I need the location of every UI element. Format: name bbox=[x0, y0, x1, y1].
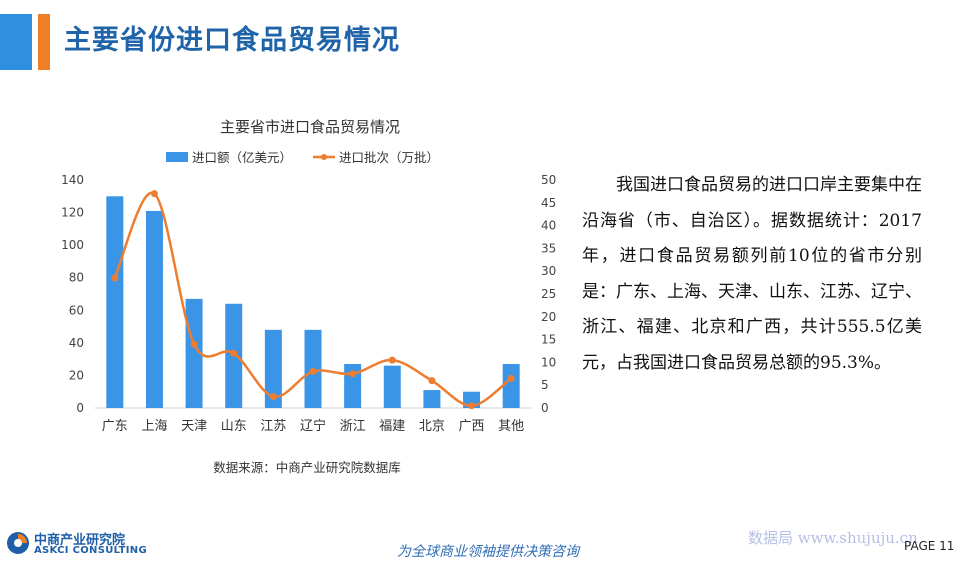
line-point bbox=[468, 402, 476, 410]
page-title: 主要省份进口食品贸易情况 bbox=[64, 25, 400, 56]
y-right-tick-label: 25 bbox=[541, 287, 556, 301]
logo-text-en: ASKCI CONSULTING bbox=[34, 545, 147, 556]
title-accent-orange bbox=[38, 14, 50, 70]
watermark: 数据局 www.shujuju.cn bbox=[748, 529, 918, 547]
title-accent-blue bbox=[0, 14, 32, 70]
x-tick-label: 天津 bbox=[181, 419, 207, 434]
y-left-tick-label: 120 bbox=[61, 206, 84, 220]
line-point bbox=[428, 377, 436, 385]
bar bbox=[502, 364, 520, 408]
x-tick-label: 山东 bbox=[221, 419, 247, 434]
source-note: 数据来源：中商产业研究院数据库 bbox=[213, 460, 401, 475]
line-point bbox=[349, 370, 357, 378]
line-point bbox=[388, 356, 396, 364]
x-tick-label: 其他 bbox=[498, 419, 524, 434]
y-left-tick-label: 20 bbox=[69, 368, 84, 382]
chart-title: 主要省市进口食品贸易情况 bbox=[220, 118, 400, 136]
legend-bar-swatch bbox=[166, 152, 188, 162]
y-right-tick-label: 30 bbox=[541, 264, 556, 278]
y-right-tick-label: 0 bbox=[541, 401, 549, 415]
x-tick-label: 北京 bbox=[419, 419, 445, 434]
y-left-tick-label: 60 bbox=[69, 303, 84, 317]
x-tick-label: 江苏 bbox=[260, 418, 286, 434]
y-right-tick-label: 20 bbox=[541, 310, 556, 324]
line-point bbox=[190, 340, 198, 348]
line-point bbox=[507, 374, 515, 382]
chart-legend: 进口额（亿美元） 进口批次（万批） bbox=[166, 150, 439, 165]
x-tick-label: 广西 bbox=[459, 419, 485, 434]
line-series bbox=[111, 190, 515, 410]
summary-paragraph: 我国进口食品贸易的进口口岸主要集中在沿海省（市、自治区）。据数据统计：2017年… bbox=[582, 175, 922, 373]
y-right-tick-label: 15 bbox=[541, 333, 556, 347]
logo-text-cn: 中商产业研究院 bbox=[34, 533, 126, 548]
line-point bbox=[150, 190, 158, 198]
x-axis-labels: 广东 上海 天津 山东 江苏 辽宁 浙江 福建 北京 广西 其他 bbox=[102, 418, 524, 434]
y-right-tick-label: 10 bbox=[541, 355, 556, 369]
line-point bbox=[230, 349, 238, 357]
y-right-tick-label: 5 bbox=[541, 378, 549, 392]
x-tick-label: 浙江 bbox=[340, 419, 366, 434]
y-axis-right: 0 5 10 15 20 25 30 35 40 45 50 bbox=[541, 173, 556, 415]
line-path bbox=[113, 191, 512, 407]
x-tick-label: 上海 bbox=[141, 419, 167, 434]
legend-bar-label: 进口额（亿美元） bbox=[192, 150, 292, 165]
logo-icon bbox=[7, 532, 29, 554]
x-tick-label: 广东 bbox=[102, 419, 128, 434]
y-right-tick-label: 50 bbox=[541, 173, 556, 187]
y-left-tick-label: 80 bbox=[69, 271, 84, 285]
x-tick-label: 辽宁 bbox=[300, 418, 326, 434]
bar bbox=[264, 329, 282, 408]
x-tick-label: 福建 bbox=[379, 419, 405, 434]
bar bbox=[383, 365, 401, 408]
y-right-tick-label: 40 bbox=[541, 219, 556, 233]
y-left-tick-label: 100 bbox=[61, 238, 84, 252]
line-point bbox=[111, 274, 119, 282]
y-left-tick-label: 0 bbox=[76, 401, 84, 415]
y-right-tick-label: 45 bbox=[541, 196, 556, 210]
bar bbox=[106, 196, 124, 408]
bar bbox=[423, 390, 441, 408]
page-number: PAGE 11 bbox=[904, 539, 955, 553]
y-left-tick-label: 40 bbox=[69, 336, 84, 350]
bar bbox=[185, 298, 203, 408]
y-right-tick-label: 35 bbox=[541, 241, 556, 255]
bar bbox=[145, 210, 163, 408]
company-logo: 中商产业研究院 ASKCI CONSULTING bbox=[6, 529, 156, 559]
y-axis-left: 0 20 40 60 80 100 120 140 bbox=[61, 173, 84, 415]
footer-slogan: 为全球商业领袖提供决策咨询 bbox=[397, 544, 579, 560]
line-point bbox=[309, 368, 317, 376]
bar-series bbox=[106, 196, 520, 408]
y-left-tick-label: 140 bbox=[61, 173, 84, 187]
line-point bbox=[269, 393, 277, 401]
legend-line-marker bbox=[321, 154, 327, 160]
legend-line-label: 进口批次（万批） bbox=[339, 150, 439, 165]
